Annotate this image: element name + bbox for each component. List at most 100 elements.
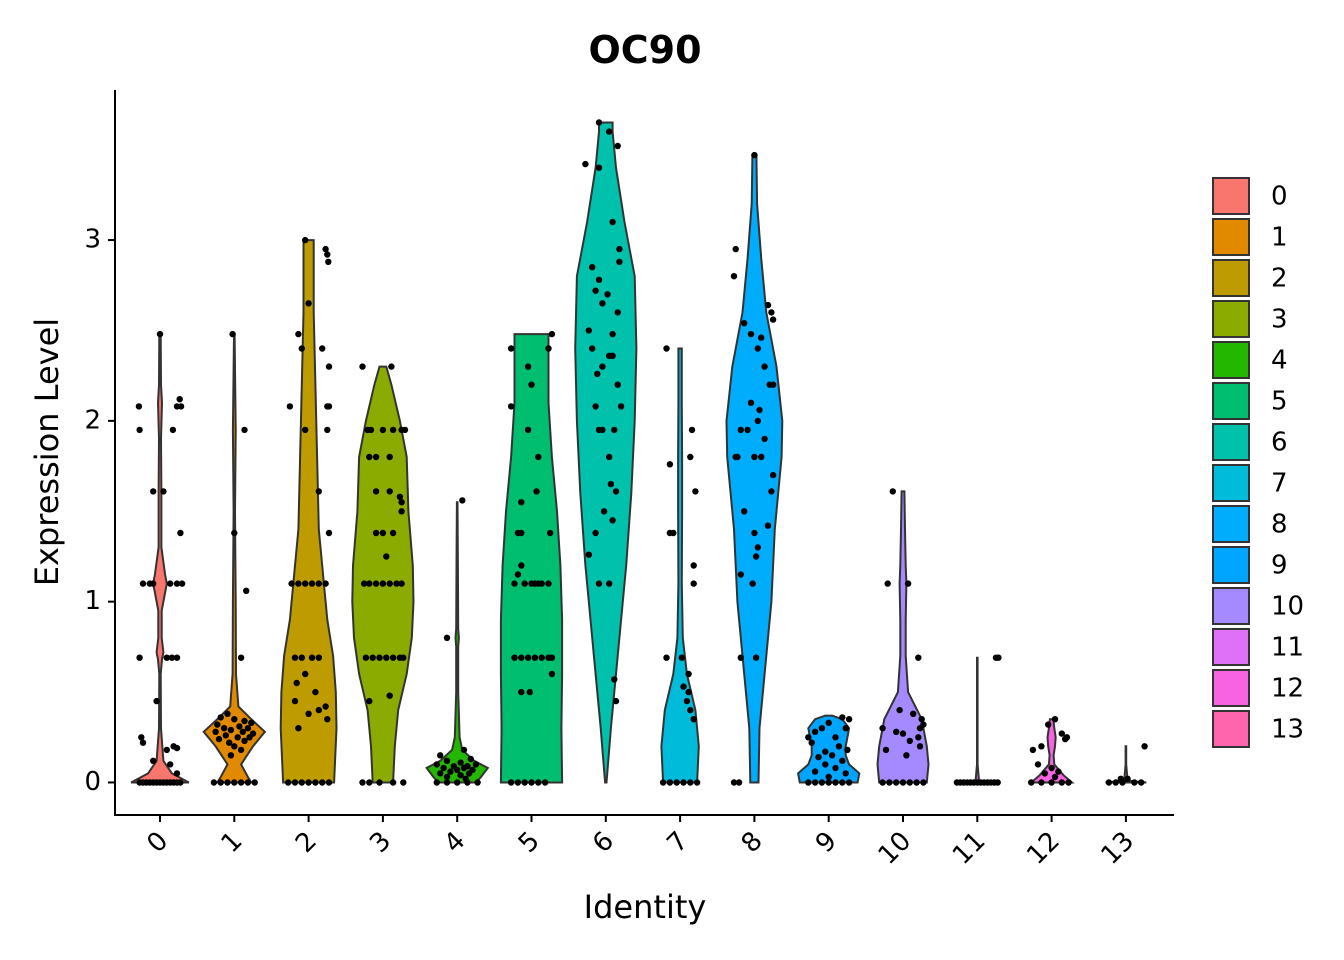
data-point [376, 779, 383, 786]
data-point [693, 779, 701, 786]
data-point [291, 654, 299, 661]
data-point [737, 654, 744, 661]
legend-label-4: 4 [1271, 346, 1288, 376]
legend-swatch-6 [1212, 423, 1250, 461]
data-point [518, 688, 525, 696]
data-point [178, 580, 186, 587]
data-point [167, 761, 174, 768]
data-point [231, 779, 238, 786]
data-point [609, 352, 616, 359]
x-tick-label: 10 [873, 826, 918, 871]
data-point [611, 426, 618, 434]
data-point [298, 654, 305, 661]
data-point [443, 634, 451, 641]
y-tick-label: 1 [84, 586, 101, 616]
y-axis-ticks: 0 1 2 3 [84, 225, 115, 797]
x-tick-label: 6 [587, 826, 620, 859]
data-point [398, 508, 405, 515]
data-point [754, 345, 761, 352]
data-point [1048, 764, 1055, 772]
data-point [524, 363, 532, 370]
data-point [606, 128, 613, 135]
data-point [315, 580, 322, 587]
x-tick-label: 5 [513, 826, 546, 859]
data-point [685, 688, 692, 696]
data-point [322, 703, 329, 710]
data-point [616, 258, 623, 265]
data-point [210, 779, 218, 786]
data-point [678, 654, 685, 661]
data-point [825, 719, 832, 726]
data-point [808, 739, 815, 746]
x-tick-label: 9 [810, 826, 843, 859]
data-point [1041, 770, 1049, 777]
data-point [805, 779, 812, 786]
data-point [1051, 716, 1059, 723]
data-point [507, 779, 515, 786]
data-point [447, 768, 454, 775]
data-point [687, 779, 694, 786]
data-point [614, 142, 621, 150]
data-point [690, 562, 697, 569]
data-point [295, 330, 302, 338]
data-point [754, 417, 761, 425]
data-point [437, 752, 444, 759]
data-point [884, 580, 891, 587]
legend-swatch-7 [1212, 464, 1250, 502]
data-point [244, 725, 252, 732]
data-point [599, 300, 606, 307]
data-point [457, 759, 464, 766]
legend-label-3: 3 [1271, 305, 1288, 335]
x-tick-label: 11 [947, 826, 992, 871]
data-point [741, 508, 748, 515]
data-point [756, 406, 763, 414]
data-point [220, 725, 228, 732]
data-point [393, 580, 400, 587]
data-point [135, 403, 143, 410]
data-point [673, 779, 680, 786]
data-point [764, 301, 772, 309]
data-point [749, 580, 756, 587]
data-point [768, 309, 775, 316]
data-point [805, 734, 812, 741]
data-point [585, 551, 592, 558]
data-point [582, 160, 589, 168]
data-point [663, 345, 670, 352]
data-point [692, 488, 699, 495]
legend-label-2: 2 [1271, 264, 1288, 294]
data-point [467, 755, 474, 763]
violin-11 [963, 656, 992, 784]
data-point [1028, 779, 1035, 786]
data-point [457, 772, 464, 779]
data-point [1141, 743, 1148, 750]
x-tick-label: 13 [1096, 826, 1141, 871]
data-point [386, 580, 393, 587]
data-point [832, 734, 839, 741]
legend-swatch-9 [1212, 546, 1250, 584]
data-point [325, 403, 333, 410]
data-point [215, 735, 223, 743]
data-point [589, 264, 596, 271]
data-point [372, 488, 380, 495]
data-point [295, 580, 302, 587]
data-point [1038, 779, 1045, 786]
data-point [324, 251, 331, 258]
data-point [163, 654, 170, 661]
data-point [822, 761, 829, 768]
data-point [319, 345, 326, 352]
data-point [302, 236, 309, 244]
data-point [751, 453, 758, 461]
data-point [246, 734, 253, 741]
data-point [730, 779, 738, 786]
data-point [1062, 735, 1069, 743]
data-point [526, 688, 533, 696]
data-point [899, 779, 907, 786]
data-point [612, 697, 620, 705]
data-point [433, 761, 440, 768]
data-point [893, 728, 900, 735]
legend-label-7: 7 [1271, 469, 1288, 499]
data-point [609, 218, 616, 226]
legend-swatch-0 [1212, 177, 1250, 215]
data-point [614, 381, 621, 388]
